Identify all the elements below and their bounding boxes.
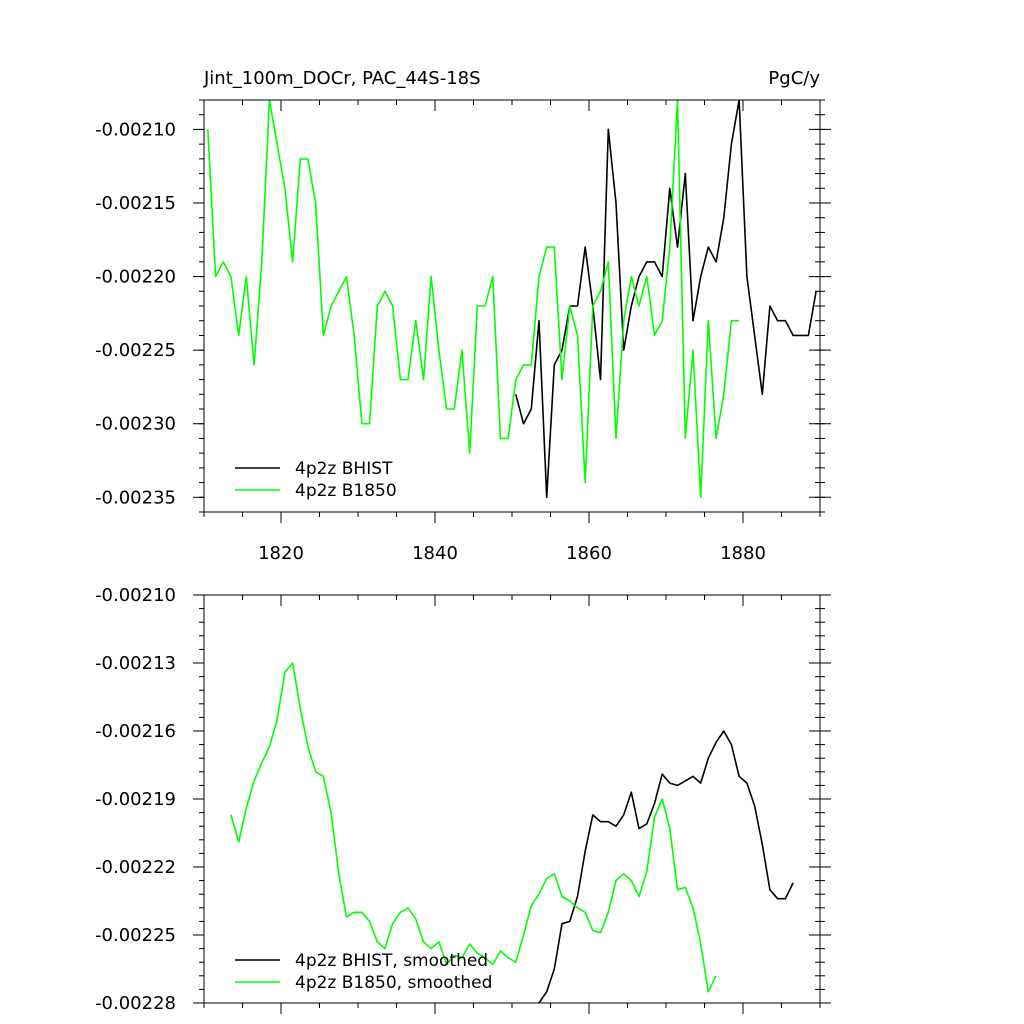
y-tick-label: -0.00230	[95, 414, 176, 435]
legend-label: 4p2z B1850	[295, 481, 397, 501]
y-tick-label: -0.00210	[95, 585, 176, 606]
bottom-chart-panel: -0.00210 -0.00213 -0.00216 -0.00219 -0.00222…	[95, 585, 831, 1014]
x-tick-label: 1840	[412, 543, 458, 564]
x-tick-label: 1860	[566, 543, 612, 564]
y-tick-label: -0.00215	[95, 193, 176, 214]
y-tick-label: -0.00222	[95, 857, 176, 878]
y-tick-label: -0.00210	[95, 119, 176, 140]
y-tick-label: -0.00225	[95, 340, 176, 361]
y-tick-label: -0.00220	[95, 267, 176, 288]
legend-label: 4p2z BHIST, smoothed	[295, 951, 488, 971]
y-tick-label: -0.00225	[95, 925, 176, 946]
legend-label: 4p2z B1850, smoothed	[295, 973, 492, 993]
series-line-b1850	[230, 662, 717, 993]
y-tick-label: -0.00216	[95, 721, 176, 742]
series-line-b1850	[207, 100, 740, 499]
series-line-bhist	[538, 730, 794, 1003]
legend-label: 4p2z BHIST	[295, 459, 393, 479]
chart-units-label: PgC/y	[768, 68, 820, 89]
plot-frame	[203, 99, 821, 513]
series-line-bhist	[515, 100, 817, 499]
y-tick-label: -0.00213	[95, 653, 176, 674]
y-tick-label: -0.00219	[95, 789, 176, 810]
chart-title: Jint_100m_DOCr, PAC_44S-18S	[203, 68, 481, 89]
top-chart-panel: Jint_100m_DOCr, PAC_44S-18S PgC/y 1820 18…	[95, 68, 831, 564]
y-tick-label: -0.00235	[95, 487, 176, 508]
y-tick-label: -0.00228	[95, 993, 176, 1014]
x-tick-label: 1820	[258, 543, 304, 564]
plot-frame	[203, 594, 821, 1004]
x-tick-label: 1880	[720, 543, 766, 564]
